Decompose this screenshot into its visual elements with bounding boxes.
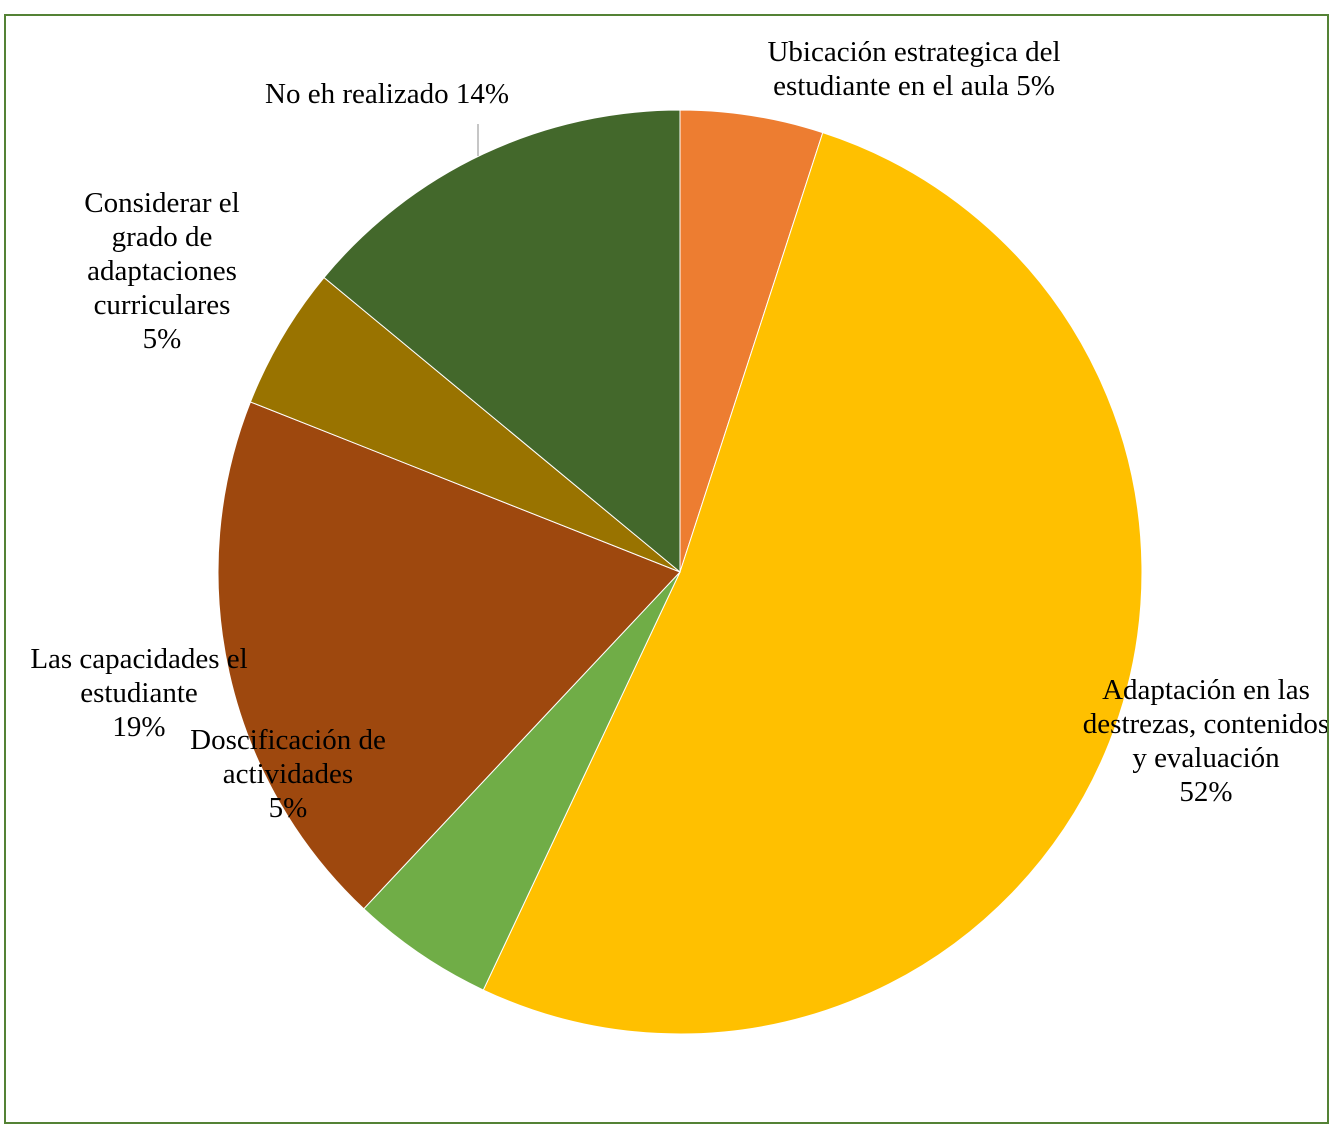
slice-label-5: No eh realizado 14% (265, 78, 509, 110)
pie-slices (217, 109, 1143, 1035)
slice-label-0: Ubicación estrategica del estudiante en e… (767, 36, 1060, 102)
pie-chart: Ubicación estrategica del estudiante en e… (30, 36, 1327, 1035)
pie-slice-5 (323, 109, 681, 574)
pie-slice-2 (363, 571, 681, 991)
pie-slice-4 (249, 276, 681, 573)
slice-label-4: Considerar el grado de adaptaciones curricu… (84, 187, 239, 355)
pie-slice-1 (482, 131, 1143, 1035)
slice-labels: Ubicación estrategica del estudiante en e… (30, 36, 1327, 824)
slice-label-3: Las capacidades el estudiante 19% (30, 643, 247, 743)
chart-frame: Ubicación estrategica del estudiante en e… (4, 14, 1329, 1124)
cropped-heading (0, 0, 1336, 12)
slice-label-2: Doscificación de actividades 5% (190, 724, 386, 824)
pie-slice-3 (217, 401, 681, 910)
slice-label-1: Adaptación en las destrezas, contenidos y … (1083, 674, 1327, 808)
pie-slice-0 (679, 109, 824, 573)
